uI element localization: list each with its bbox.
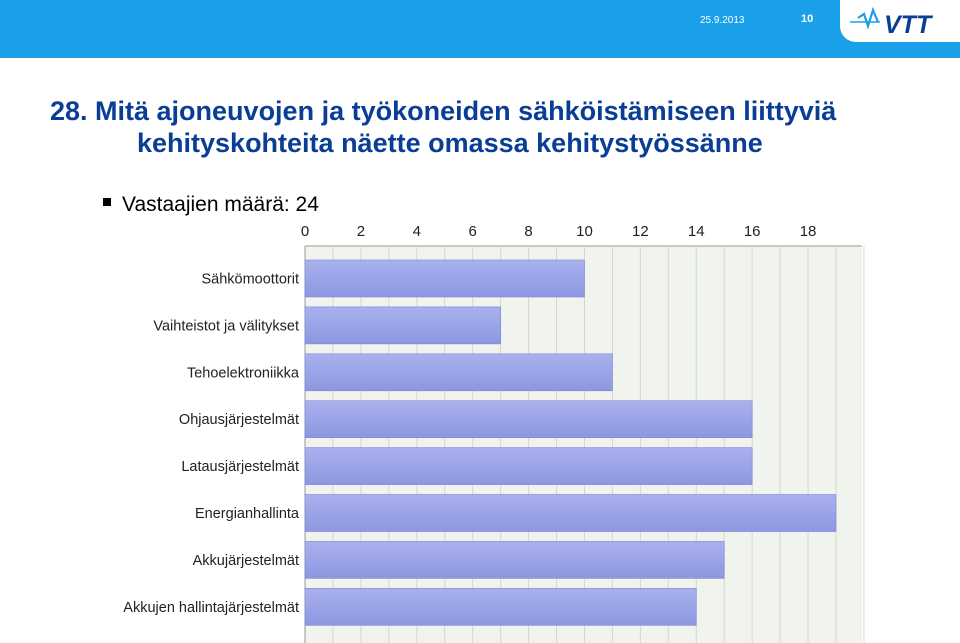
vtt-logo-icon: VTT — [850, 6, 934, 39]
bullet-icon — [103, 198, 111, 207]
logo-text: VTT — [884, 11, 934, 39]
header-date: 25.9.2013 — [700, 15, 745, 26]
header-bar — [0, 0, 960, 58]
bar-6 — [304, 494, 837, 532]
category-label: Akkujen hallintajärjestelmät — [123, 600, 299, 616]
category-label: Vaihteistot ja välitykset — [153, 318, 299, 334]
bar-8 — [304, 587, 697, 626]
category-label: Sähkömoottorit — [201, 272, 299, 288]
logo-area: VTT — [840, 0, 960, 42]
bar-7 — [304, 541, 725, 579]
category-label: Energianhallinta — [195, 506, 300, 522]
category-label: Tehoelektroniikka — [187, 365, 300, 381]
category-label: Latausjärjestelmät — [181, 459, 299, 475]
bar-4 — [304, 400, 753, 439]
title-line-2: kehityskohteita näette omassa kehitystyö… — [137, 128, 763, 158]
x-tick-label: 12 — [632, 223, 649, 240]
bar-3 — [304, 353, 613, 392]
respondent-count: Vastaajien määrä: 24 — [103, 193, 319, 217]
x-tick-label: 8 — [524, 223, 532, 240]
x-tick-label: 0 — [301, 223, 309, 240]
x-tick-label: 14 — [688, 223, 705, 240]
x-tick-label: 2 — [357, 223, 365, 240]
bar-2 — [304, 306, 501, 345]
category-label: Ohjausjärjestelmät — [179, 412, 299, 428]
slide-title: 28. Mitä ajoneuvojen ja työkoneiden sähk… — [50, 95, 950, 159]
respondent-count-text: Vastaajien määrä: 24 — [122, 193, 319, 216]
bar-5 — [304, 447, 753, 485]
title-line-1: 28. Mitä ajoneuvojen ja työkoneiden sähk… — [50, 96, 837, 126]
page-number: 10 — [801, 13, 814, 25]
x-tick-label: 18 — [800, 223, 817, 240]
x-tick-label: 4 — [413, 223, 421, 240]
x-tick-label: 6 — [469, 223, 477, 240]
bar-1 — [304, 259, 585, 298]
category-label: Akkujärjestelmät — [193, 553, 299, 569]
x-tick-label: 10 — [576, 223, 593, 240]
x-tick-label: 16 — [744, 223, 761, 240]
